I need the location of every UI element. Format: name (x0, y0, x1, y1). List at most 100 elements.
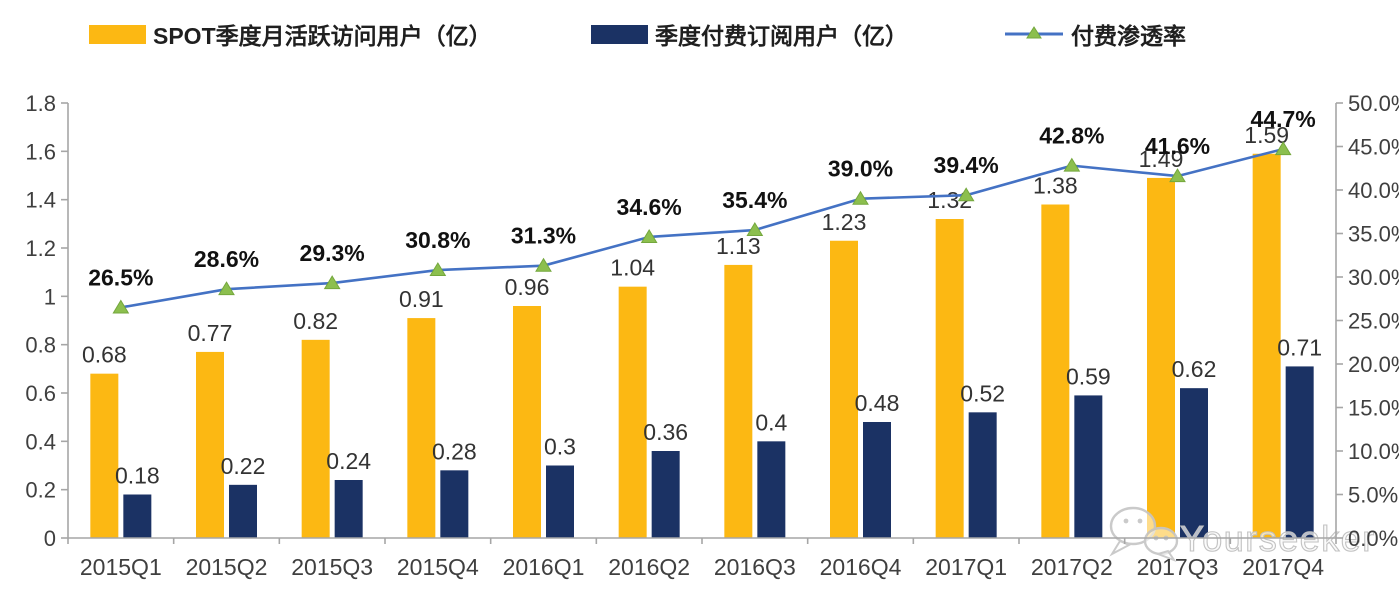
pct-label-2016Q4: 39.0% (828, 156, 893, 182)
bar-label-mau-2015Q3: 0.82 (293, 308, 338, 334)
wechat-eye-1 (1137, 518, 1143, 524)
penetration-marker-2015Q4 (429, 262, 447, 277)
bar-label-subs-2015Q3: 0.24 (326, 448, 371, 474)
bar-subs-2015Q3 (334, 480, 363, 538)
bar-label-mau-2016Q1: 0.96 (505, 274, 550, 300)
right-axis-tick-label: 50.0% (1348, 91, 1399, 116)
bar-label-subs-2017Q1: 0.52 (960, 380, 1005, 406)
pct-label-2017Q4: 44.7% (1251, 106, 1316, 132)
left-axis-tick-label: 0.4 (25, 429, 56, 454)
pct-label-2016Q3: 35.4% (722, 187, 787, 213)
penetration-marker-2017Q1 (957, 187, 975, 202)
bar-mau-2017Q2 (1041, 204, 1070, 538)
left-axis-tick-label: 1.6 (25, 139, 56, 164)
pct-label-2015Q4: 30.8% (405, 227, 470, 253)
bar-mau-2015Q1 (90, 373, 119, 538)
left-axis-tick-label: 1.2 (25, 236, 56, 261)
x-tick-label-2016Q1: 2016Q1 (503, 554, 585, 580)
bar-label-subs-2016Q3: 0.4 (755, 409, 787, 435)
left-axis-tick-label: 0.2 (25, 478, 56, 503)
bar-label-subs-2017Q3: 0.62 (1172, 356, 1217, 382)
penetration-line (120, 147, 1284, 309)
bar-mau-2016Q4 (830, 240, 858, 538)
bar-label-subs-2016Q4: 0.48 (855, 390, 900, 416)
penetration-marker-2016Q3 (746, 222, 764, 237)
right-axis-tick-label: 25.0% (1348, 309, 1399, 334)
x-tick-label-2016Q2: 2016Q2 (608, 554, 690, 580)
wechat-eye-0 (1123, 518, 1129, 524)
pct-label-2017Q2: 42.8% (1039, 123, 1104, 149)
wechat-small-bubble-tail (1154, 549, 1177, 563)
legend-item-mau: SPOT季度月活跃访问用户（亿） (89, 17, 492, 51)
subs-series-swatch (591, 24, 648, 44)
legend-label-mau: SPOT季度月活跃访问用户（亿） (153, 23, 492, 49)
bar-subs-2017Q2 (1074, 395, 1103, 538)
bar-label-subs-2015Q4: 0.28 (432, 438, 477, 464)
bar-label-mau-2017Q2: 1.38 (1033, 173, 1078, 199)
bar-label-subs-2016Q2: 0.36 (643, 419, 688, 445)
pct-label-2017Q1: 39.4% (934, 152, 999, 178)
x-tick-label-2015Q3: 2015Q3 (291, 554, 373, 580)
pct-label-2017Q3: 41.6% (1145, 133, 1210, 159)
bar-subs-2017Q1 (968, 412, 997, 538)
right-axis-tick-label: 40.0% (1348, 178, 1399, 203)
bar-subs-2017Q3 (1180, 388, 1208, 538)
bar-mau-2017Q3 (1147, 177, 1175, 538)
bar-mau-2016Q3 (724, 264, 753, 538)
bar-subs-2016Q3 (757, 441, 786, 538)
bar-mau-2016Q1 (513, 306, 541, 538)
bar-subs-2016Q2 (651, 451, 680, 538)
bar-label-mau-2016Q2: 1.04 (610, 255, 655, 281)
bar-label-mau-2016Q3: 1.13 (716, 233, 761, 259)
bar-label-subs-2015Q1: 0.18 (115, 463, 160, 489)
mau-series-swatch (89, 24, 146, 44)
line-marker-swatch (1005, 26, 1063, 39)
left-axis-tick-label: 0 (44, 526, 56, 551)
bar-subs-2016Q4 (863, 422, 891, 538)
bar-subs-2017Q4 (1285, 366, 1314, 538)
right-axis-tick-label: 10.0% (1348, 439, 1399, 464)
bar-mau-2015Q2 (196, 351, 224, 538)
penetration-marker-2016Q1 (535, 257, 552, 272)
left-axis-tick-label: 1 (44, 284, 56, 309)
bar-subs-2015Q1 (123, 494, 152, 538)
bar-mau-2016Q2 (618, 286, 647, 538)
x-tick-label-2015Q2: 2015Q2 (186, 554, 268, 580)
pct-label-2015Q3: 29.3% (300, 240, 365, 266)
bar-label-mau-2015Q1: 0.68 (82, 342, 127, 368)
x-tick-label-2017Q3: 2017Q3 (1137, 554, 1219, 580)
right-axis-tick-label: 20.0% (1348, 352, 1399, 377)
bar-subs-2015Q4 (440, 470, 469, 538)
wechat-small-bubble (1143, 526, 1179, 556)
wechat-big-bubble-tail (1109, 539, 1132, 557)
wechat-big-bubble (1109, 506, 1157, 546)
bar-label-mau-2017Q3: 1.49 (1139, 146, 1184, 172)
pct-label-2016Q2: 34.6% (617, 194, 682, 220)
pct-label-2016Q1: 31.3% (511, 223, 576, 249)
bar-mau-2015Q3 (301, 339, 330, 538)
bar-label-subs-2017Q2: 0.59 (1066, 363, 1111, 389)
bar-mau-2017Q1 (935, 219, 964, 538)
right-axis-tick-label: 5.0% (1348, 483, 1398, 508)
x-tick-label-2016Q4: 2016Q4 (820, 554, 902, 580)
penetration-marker-2016Q2 (640, 229, 658, 243)
bar-label-mau-2017Q4: 1.59 (1244, 122, 1289, 148)
right-axis-tick-label: 30.0% (1348, 265, 1399, 290)
bar-label-mau-2015Q4: 0.91 (399, 286, 444, 312)
bar-label-mau-2016Q4: 1.23 (822, 209, 867, 235)
penetration-marker-2015Q3 (323, 275, 341, 290)
right-axis-tick-label: 35.0% (1348, 222, 1399, 247)
x-tick-label-2017Q1: 2017Q1 (925, 554, 1007, 580)
bar-subs-2016Q1 (546, 465, 574, 538)
bar-mau-2017Q4 (1252, 153, 1281, 538)
left-axis-tick-label: 0.8 (25, 333, 56, 358)
penetration-marker-2017Q3 (1169, 168, 1186, 183)
penetration-marker-2017Q2 (1063, 157, 1081, 172)
left-axis-tick-label: 1.4 (25, 188, 56, 213)
bar-label-subs-2017Q4: 0.71 (1277, 334, 1322, 360)
bar-label-subs-2016Q1: 0.3 (544, 434, 576, 460)
penetration-marker-2016Q4 (852, 190, 869, 205)
x-tick-label-2017Q4: 2017Q4 (1242, 554, 1324, 580)
legend-label-subs: 季度付费订阅用户（亿） (655, 23, 908, 49)
